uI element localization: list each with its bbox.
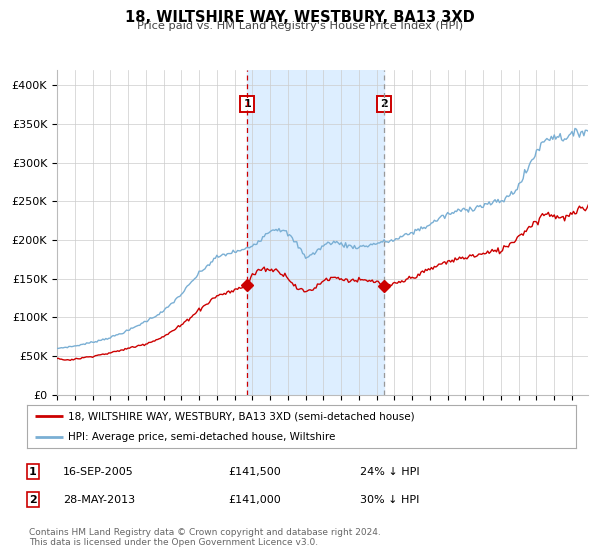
Text: 18, WILTSHIRE WAY, WESTBURY, BA13 3XD (semi-detached house): 18, WILTSHIRE WAY, WESTBURY, BA13 3XD (s… [68, 411, 415, 421]
Text: 1: 1 [243, 99, 251, 109]
Text: Price paid vs. HM Land Registry's House Price Index (HPI): Price paid vs. HM Land Registry's House … [137, 21, 463, 31]
Text: 16-SEP-2005: 16-SEP-2005 [63, 466, 134, 477]
Text: 1: 1 [29, 466, 37, 477]
Text: 30% ↓ HPI: 30% ↓ HPI [360, 494, 419, 505]
Text: 24% ↓ HPI: 24% ↓ HPI [360, 466, 419, 477]
Bar [247, 70, 384, 395]
Text: HPI: Average price, semi-detached house, Wiltshire: HPI: Average price, semi-detached house,… [68, 432, 335, 442]
Text: 2: 2 [380, 99, 388, 109]
Text: £141,500: £141,500 [228, 466, 281, 477]
Text: Contains HM Land Registry data © Crown copyright and database right 2024.
This d: Contains HM Land Registry data © Crown c… [29, 528, 380, 547]
Text: 18, WILTSHIRE WAY, WESTBURY, BA13 3XD: 18, WILTSHIRE WAY, WESTBURY, BA13 3XD [125, 10, 475, 25]
Text: 2: 2 [29, 494, 37, 505]
Text: 28-MAY-2013: 28-MAY-2013 [63, 494, 135, 505]
Text: £141,000: £141,000 [228, 494, 281, 505]
